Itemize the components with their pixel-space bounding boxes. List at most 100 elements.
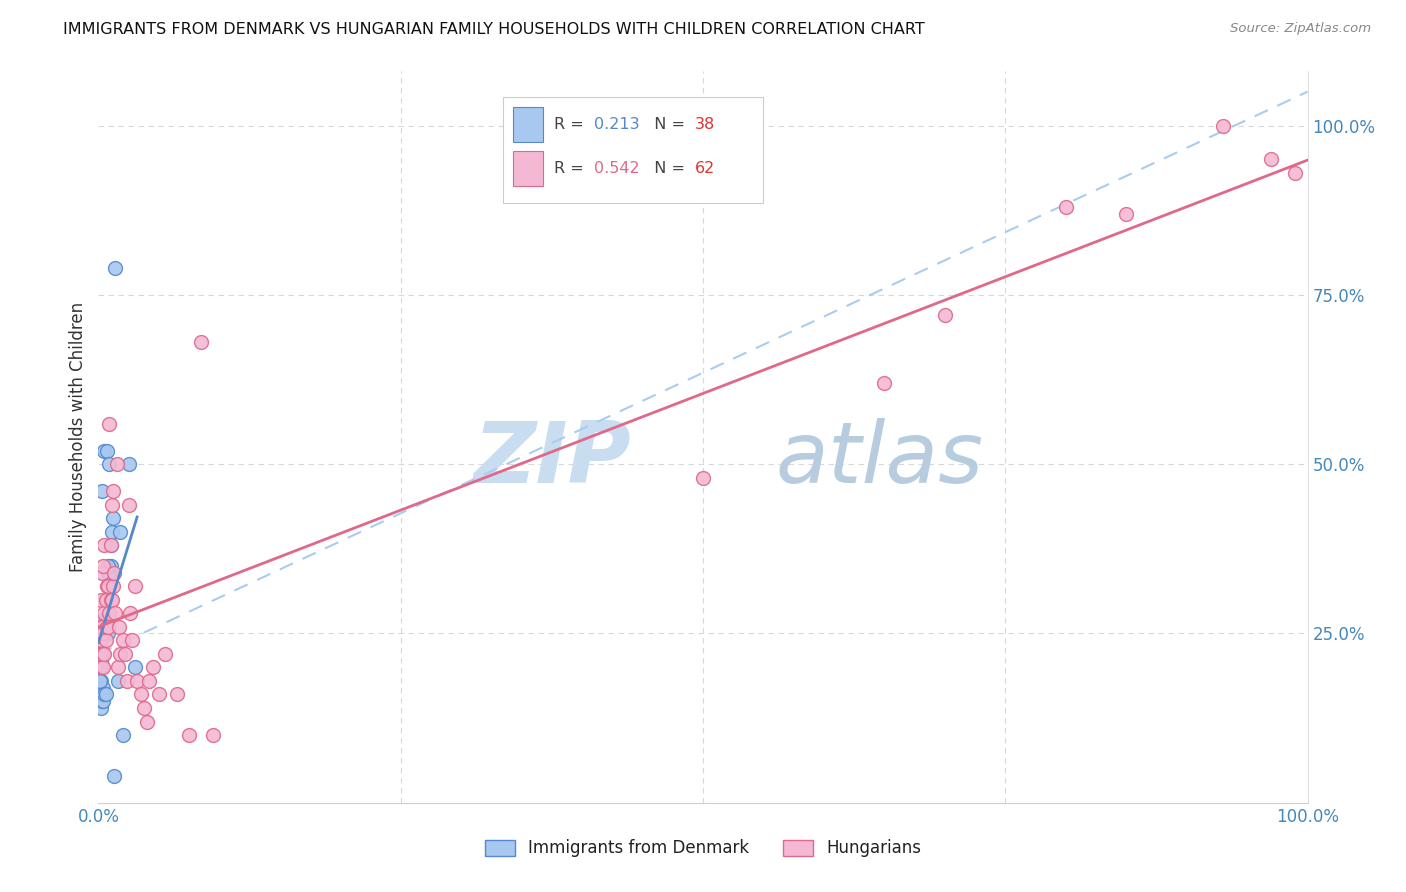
Point — [97, 566, 120, 580]
Point — [91, 647, 114, 661]
Point — [118, 606, 141, 620]
Point — [100, 498, 122, 512]
Point — [93, 688, 115, 702]
Point — [91, 626, 114, 640]
Legend: Immigrants from Denmark, Hungarians: Immigrants from Denmark, Hungarians — [478, 832, 928, 864]
Point — [93, 538, 115, 552]
Point — [104, 260, 127, 275]
Point — [94, 633, 117, 648]
Text: N =: N = — [644, 117, 690, 132]
Point — [91, 613, 114, 627]
Point — [107, 660, 129, 674]
Point — [90, 660, 112, 674]
Point — [93, 443, 115, 458]
Point — [108, 620, 131, 634]
Point — [107, 673, 129, 688]
Point — [94, 592, 117, 607]
Point — [91, 688, 114, 702]
Point — [142, 660, 165, 674]
Point — [100, 558, 122, 573]
Point — [148, 688, 170, 702]
Point — [1212, 119, 1234, 133]
Point — [129, 688, 152, 702]
Point — [103, 566, 125, 580]
FancyBboxPatch shape — [513, 107, 543, 143]
Point — [103, 769, 125, 783]
Point — [96, 579, 118, 593]
Point — [1054, 200, 1077, 214]
Point — [105, 457, 128, 471]
Point — [190, 335, 212, 350]
Point — [873, 376, 896, 390]
Point — [91, 558, 114, 573]
Text: 38: 38 — [695, 117, 714, 132]
Point — [108, 647, 131, 661]
Point — [90, 701, 112, 715]
Point — [93, 606, 115, 620]
Point — [166, 688, 188, 702]
FancyBboxPatch shape — [513, 151, 543, 186]
Point — [101, 511, 124, 525]
Point — [91, 660, 114, 674]
Text: 0.213: 0.213 — [595, 117, 640, 132]
Point — [91, 647, 114, 661]
Point — [98, 457, 121, 471]
Point — [94, 688, 117, 702]
Point — [98, 606, 121, 620]
Text: Source: ZipAtlas.com: Source: ZipAtlas.com — [1230, 22, 1371, 36]
Point — [91, 694, 114, 708]
Point — [89, 660, 111, 674]
Point — [124, 579, 146, 593]
Point — [91, 620, 114, 634]
Point — [89, 647, 111, 661]
FancyBboxPatch shape — [503, 97, 763, 203]
Point — [90, 673, 112, 688]
Point — [90, 654, 112, 668]
Point — [118, 498, 141, 512]
Point — [100, 538, 122, 552]
Point — [111, 633, 134, 648]
Point — [117, 673, 139, 688]
Point — [1284, 166, 1306, 180]
Point — [89, 660, 111, 674]
Point — [90, 633, 112, 648]
Text: N =: N = — [644, 161, 690, 176]
Point — [91, 566, 114, 580]
Text: R =: R = — [554, 161, 589, 176]
Point — [89, 620, 111, 634]
Point — [89, 673, 111, 688]
Point — [179, 728, 201, 742]
Point — [692, 471, 714, 485]
Point — [114, 647, 136, 661]
Point — [96, 613, 118, 627]
Point — [100, 592, 122, 607]
Point — [1260, 153, 1282, 167]
Point — [101, 484, 124, 499]
Point — [118, 457, 141, 471]
Point — [97, 558, 120, 573]
Point — [98, 566, 121, 580]
Point — [121, 633, 143, 648]
Text: 0.542: 0.542 — [595, 161, 640, 176]
Point — [108, 524, 131, 539]
Text: R =: R = — [554, 117, 589, 132]
Point — [97, 620, 120, 634]
Point — [97, 579, 120, 593]
Point — [1115, 206, 1137, 220]
Point — [91, 681, 114, 695]
Point — [101, 579, 124, 593]
Text: 62: 62 — [695, 161, 714, 176]
Text: IMMIGRANTS FROM DENMARK VS HUNGARIAN FAMILY HOUSEHOLDS WITH CHILDREN CORRELATION: IMMIGRANTS FROM DENMARK VS HUNGARIAN FAM… — [63, 22, 925, 37]
Point — [138, 673, 160, 688]
Point — [135, 714, 157, 729]
Point — [96, 443, 118, 458]
Text: ZIP: ZIP — [472, 417, 630, 500]
Point — [91, 484, 114, 499]
Point — [98, 417, 121, 431]
Point — [96, 620, 118, 634]
Point — [93, 647, 115, 661]
Point — [202, 728, 225, 742]
Point — [153, 647, 176, 661]
Point — [127, 673, 149, 688]
Point — [100, 538, 122, 552]
